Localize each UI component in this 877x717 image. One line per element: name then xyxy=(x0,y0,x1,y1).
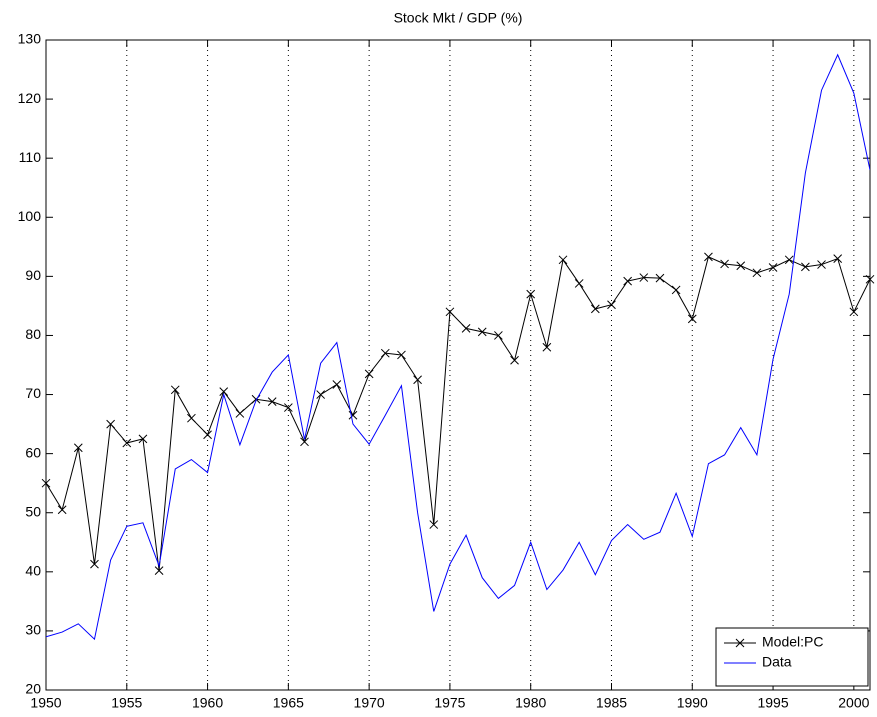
y-tick-label: 30 xyxy=(25,622,41,638)
data-marker xyxy=(170,385,180,395)
x-tick-label: 1980 xyxy=(515,695,546,711)
data-marker xyxy=(461,324,471,333)
data-marker xyxy=(283,403,293,412)
legend-label: Model:PC xyxy=(762,634,823,650)
data-marker xyxy=(122,438,132,448)
data-marker xyxy=(187,413,196,423)
data-marker xyxy=(801,262,810,272)
data-marker xyxy=(574,279,584,288)
data-marker xyxy=(300,437,309,447)
data-marker xyxy=(494,331,503,340)
legend-box xyxy=(715,627,869,687)
data-marker xyxy=(752,268,762,278)
data-marker xyxy=(235,409,245,418)
data-marker xyxy=(413,375,422,385)
data-marker xyxy=(623,276,633,286)
y-tick-label: 100 xyxy=(18,208,42,224)
y-tick-label: 130 xyxy=(18,31,42,47)
data-marker xyxy=(90,559,99,569)
data-marker xyxy=(687,314,697,324)
data-marker xyxy=(154,566,164,575)
data-marker xyxy=(380,348,390,358)
data-marker xyxy=(73,443,83,453)
x-tick-label: 1975 xyxy=(434,695,465,711)
data-marker xyxy=(607,300,616,310)
chart-title: Stock Mkt / GDP (%) xyxy=(394,10,523,26)
data-marker xyxy=(429,520,439,529)
plot-area xyxy=(45,39,871,691)
data-marker xyxy=(203,430,212,440)
data-marker xyxy=(558,255,568,265)
data-marker xyxy=(526,289,536,299)
data-marker xyxy=(833,254,843,263)
data-marker xyxy=(849,307,859,317)
data-marker xyxy=(639,273,649,282)
data-marker xyxy=(267,397,277,406)
y-tick-label: 50 xyxy=(25,503,41,519)
y-tick-label: 20 xyxy=(25,681,41,697)
data-marker xyxy=(590,304,600,314)
y-tick-label: 120 xyxy=(18,90,42,106)
y-tick-label: 90 xyxy=(25,267,41,283)
data-marker xyxy=(671,285,681,295)
data-marker xyxy=(316,390,326,399)
data-marker xyxy=(768,263,778,272)
data-marker xyxy=(784,255,794,265)
y-tick-label: 80 xyxy=(25,326,41,342)
x-tick-label: 1985 xyxy=(596,695,627,711)
data-line xyxy=(46,256,870,571)
data-marker xyxy=(704,252,713,262)
data-marker xyxy=(364,369,374,379)
data-line xyxy=(46,53,870,641)
data-marker xyxy=(41,478,51,488)
y-tick-label: 60 xyxy=(25,444,41,460)
x-tick-label: 1995 xyxy=(757,695,788,711)
data-marker xyxy=(865,274,875,284)
data-marker xyxy=(510,355,519,365)
x-tick-label: 1955 xyxy=(111,695,142,711)
y-tick-label: 40 xyxy=(25,563,41,579)
data-marker xyxy=(332,380,342,389)
x-tick-label: 1960 xyxy=(192,695,223,711)
x-tick-label: 1965 xyxy=(273,695,304,711)
data-marker xyxy=(477,327,487,337)
data-marker xyxy=(817,260,826,269)
data-marker xyxy=(397,350,406,360)
data-marker xyxy=(736,261,746,271)
data-marker xyxy=(720,259,729,269)
data-marker xyxy=(542,342,552,352)
data-marker xyxy=(219,387,229,396)
data-marker xyxy=(655,273,665,283)
data-marker xyxy=(106,419,115,429)
legend-label: Data xyxy=(762,654,792,670)
data-marker xyxy=(138,434,148,444)
x-tick-label: 1950 xyxy=(30,695,61,711)
x-tick-label: 2000 xyxy=(838,695,869,711)
y-tick-label: 110 xyxy=(19,149,42,165)
y-tick-label: 70 xyxy=(25,385,41,401)
x-tick-label: 1970 xyxy=(354,695,385,711)
legend-marker xyxy=(735,638,745,648)
data-marker xyxy=(445,307,455,317)
data-marker xyxy=(57,505,67,515)
x-tick-label: 1990 xyxy=(677,695,708,711)
